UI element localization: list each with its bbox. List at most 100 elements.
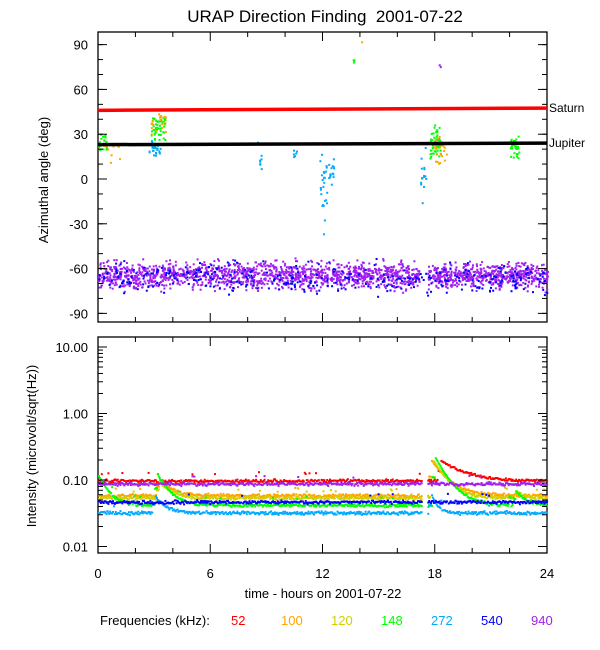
series-148-point [399, 503, 402, 506]
data-point [450, 270, 453, 273]
series-100-point [219, 492, 222, 495]
series-148-point [173, 493, 176, 496]
data-point [106, 146, 108, 149]
data-point [270, 269, 273, 272]
data-point [424, 147, 427, 149]
series-100-point [297, 487, 300, 490]
data-point [272, 275, 275, 278]
series-100-point [360, 495, 363, 498]
data-point [195, 268, 197, 271]
series-52-point [358, 478, 360, 481]
data-point [226, 283, 229, 286]
data-point [321, 283, 324, 286]
data-point [407, 271, 410, 274]
data-point [504, 271, 507, 274]
data-point [226, 261, 229, 264]
data-point [260, 286, 263, 289]
series-120-point [131, 497, 134, 500]
data-point [141, 271, 144, 274]
series-148-point [215, 505, 218, 508]
data-point [181, 282, 184, 284]
data-point [161, 264, 164, 267]
data-point [513, 140, 515, 142]
data-point [187, 271, 190, 274]
data-point [479, 267, 482, 270]
series-52-point [100, 473, 103, 476]
series-100-point [394, 494, 397, 497]
data-point [528, 280, 531, 283]
data-point [374, 268, 377, 271]
data-point [124, 275, 127, 278]
series-100-point [546, 495, 549, 498]
data-point [353, 280, 355, 282]
data-point [541, 273, 544, 276]
data-point [289, 271, 292, 274]
series-120-point [383, 496, 386, 499]
series-120-point [258, 489, 261, 492]
data-point [238, 270, 241, 273]
data-point [227, 272, 230, 275]
data-point [520, 277, 523, 280]
data-point [367, 283, 370, 286]
data-point [545, 281, 548, 283]
series-148-point [265, 505, 268, 508]
series-120-point [264, 495, 267, 498]
data-point [231, 277, 234, 280]
series-120-point [322, 490, 325, 493]
data-point [366, 275, 369, 278]
data-point [364, 273, 367, 276]
data-point [430, 282, 433, 285]
series-52-point [236, 478, 239, 481]
data-point [302, 265, 305, 268]
data-point [538, 285, 541, 288]
data-point [386, 290, 389, 293]
data-point [326, 274, 329, 276]
data-point [519, 265, 522, 268]
series-120-point [397, 498, 400, 501]
data-point [174, 272, 177, 275]
data-point [257, 290, 260, 292]
series-100-point [330, 495, 333, 498]
series-100-point [186, 492, 189, 495]
data-point [380, 276, 383, 279]
data-point [159, 127, 162, 130]
series-100-point [190, 492, 193, 495]
data-point [225, 284, 228, 287]
data-point [316, 269, 319, 272]
data-point [474, 285, 477, 288]
series-100-point [472, 492, 475, 495]
series-120-point [546, 497, 549, 499]
data-point [317, 272, 320, 275]
data-point [509, 277, 512, 280]
series-52-point [258, 471, 260, 474]
data-point [102, 279, 105, 282]
data-point [492, 269, 495, 272]
data-point [267, 280, 270, 282]
series-100-point [388, 494, 391, 497]
data-point [394, 279, 397, 282]
data-point [375, 258, 378, 260]
data-point [517, 147, 520, 150]
data-point [501, 279, 504, 282]
data-point [225, 275, 228, 278]
series-120-point [429, 496, 432, 499]
data-point [222, 280, 225, 283]
data-point [245, 270, 248, 273]
data-point [209, 285, 212, 288]
data-point [435, 270, 438, 273]
data-point [497, 283, 500, 286]
data-point [398, 277, 401, 280]
data-point [245, 275, 248, 278]
series-148-point [434, 457, 437, 460]
series-100-point [157, 485, 160, 488]
data-point [505, 278, 508, 281]
series-120-point [152, 495, 155, 498]
series-272-point [211, 512, 214, 515]
series-100-point [206, 493, 209, 496]
series-52-point [257, 480, 259, 483]
data-point [480, 282, 483, 285]
data-point [447, 280, 450, 283]
y-tick-label: 90 [74, 38, 88, 53]
data-point [361, 277, 364, 280]
series-272-point [452, 511, 455, 514]
